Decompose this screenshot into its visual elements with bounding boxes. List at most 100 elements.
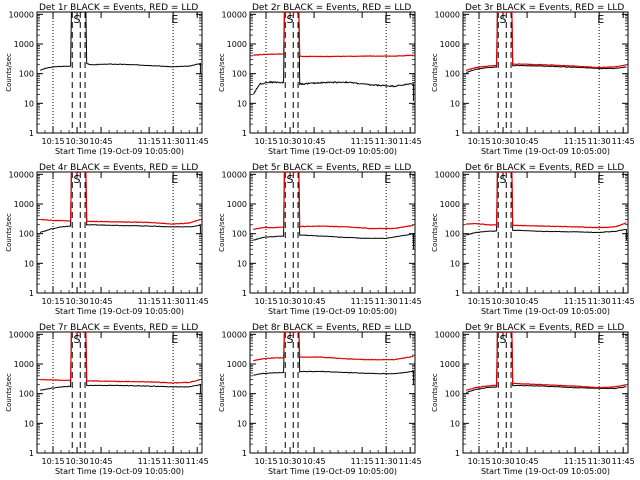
series-events-line — [253, 332, 414, 385]
marker-e: E — [384, 13, 391, 26]
y-tick-label: 1 — [29, 289, 34, 298]
y-tick-label: 1000 — [440, 40, 460, 49]
detector-panel-1: Det 1r BLACK = Events, RED = LLD 1 10 100 10… — [5, 3, 209, 156]
x-tick-label: 10:15 — [254, 457, 277, 466]
y-tick-label: 1 — [242, 449, 247, 458]
marker-e: E — [597, 173, 604, 186]
y-tick-label: 10000 — [9, 330, 34, 339]
marker-s: S — [74, 173, 81, 186]
y-tick-label: 1000 — [14, 360, 34, 369]
panel-title: Det 2r BLACK = Events, RED = LLD — [252, 3, 411, 13]
marker-s: S — [287, 173, 294, 186]
panel-frame — [462, 11, 629, 134]
x-tick-label: 11:45 — [399, 297, 422, 306]
marker-e: E — [171, 13, 178, 26]
y-axis-label: Counts/sec — [218, 53, 226, 92]
x-tick-label: 11:15 — [564, 137, 587, 146]
y-axis-label: Counts/sec — [431, 53, 439, 92]
plot-area — [465, 332, 627, 394]
x-tick-label: 11:30 — [162, 137, 185, 146]
x-tick-label: 10:30 — [279, 457, 302, 466]
series-events-line — [465, 332, 627, 394]
y-tick-label: 100 — [445, 70, 460, 79]
x-axis-label: Start Time (19-Oct-09 10:05:00) — [481, 467, 610, 476]
x-tick-label: 10:45 — [90, 137, 113, 146]
y-tick-label: 1 — [242, 129, 247, 138]
x-tick-label: 11:15 — [564, 457, 587, 466]
x-tick-label: 10:45 — [90, 457, 113, 466]
x-tick-label: 11:45 — [186, 457, 209, 466]
y-tick-label: 100 — [19, 390, 34, 399]
panel-frame — [36, 11, 203, 134]
x-tick-label: 11:15 — [351, 457, 374, 466]
series-lld-line — [253, 12, 414, 58]
x-tick-label: 11:15 — [138, 297, 161, 306]
x-tick-label: 10:30 — [66, 137, 89, 146]
marker-e: E — [597, 13, 604, 26]
x-tick-label: 11:45 — [399, 457, 422, 466]
y-tick-label: 10 — [24, 259, 34, 268]
x-tick-label: 11:45 — [186, 297, 209, 306]
marker-s: S — [500, 173, 507, 186]
marker-s: S — [287, 13, 294, 26]
x-tick-label: 10:15 — [254, 297, 277, 306]
x-tick-label: 10:15 — [467, 297, 490, 306]
x-tick-label: 11:30 — [588, 457, 611, 466]
y-tick-label: 10 — [24, 99, 34, 108]
y-tick-label: 100 — [232, 390, 247, 399]
x-tick-label: 10:30 — [492, 457, 515, 466]
x-tick-label: 10:15 — [254, 137, 277, 146]
detector-panel-3: Det 3r BLACK = Events, RED = LLD 1 10 100 10… — [431, 3, 635, 156]
y-tick-label: 1000 — [14, 200, 34, 209]
x-tick-label: 10:45 — [516, 297, 539, 306]
y-tick-label: 1000 — [227, 360, 247, 369]
plot-area — [465, 12, 627, 73]
series-lld-line — [466, 172, 627, 229]
y-tick-label: 10000 — [435, 330, 460, 339]
x-tick-label: 10:15 — [41, 297, 64, 306]
x-axis-label: Start Time (19-Oct-09 10:05:00) — [55, 307, 184, 316]
y-tick-label: 10 — [237, 419, 247, 428]
marker-e: E — [384, 173, 391, 186]
y-tick-label: 1000 — [440, 360, 460, 369]
series-events-line — [39, 172, 201, 234]
y-axis-label: Counts/sec — [218, 213, 226, 252]
series-lld-line — [40, 172, 201, 225]
detector-panel-2: Det 2r BLACK = Events, RED = LLD 1 10 100 10… — [218, 3, 422, 156]
x-axis-label: Start Time (19-Oct-09 10:05:00) — [481, 147, 610, 156]
y-tick-label: 100 — [232, 230, 247, 239]
y-tick-label: 10 — [450, 99, 460, 108]
x-tick-label: 11:30 — [588, 137, 611, 146]
panel-frame — [462, 171, 629, 294]
y-tick-label: 10000 — [435, 170, 460, 179]
y-axis-label: Counts/sec — [218, 373, 226, 412]
panel-frame — [36, 171, 203, 294]
panel-title: Det 8r BLACK = Events, RED = LLD — [252, 323, 411, 333]
y-tick-label: 1 — [455, 129, 460, 138]
x-axis-label: Start Time (19-Oct-09 10:05:00) — [268, 307, 397, 316]
detector-panel-8: Det 8r BLACK = Events, RED = LLD 1 10 100 10… — [218, 323, 422, 476]
x-axis-label: Start Time (19-Oct-09 10:05:00) — [481, 307, 610, 316]
x-tick-label: 10:45 — [516, 457, 539, 466]
x-tick-label: 11:15 — [138, 137, 161, 146]
marker-s: S — [500, 13, 507, 26]
series-lld-line — [465, 12, 627, 71]
series-events-line — [252, 12, 414, 101]
x-tick-label: 11:15 — [351, 137, 374, 146]
x-tick-label: 11:15 — [564, 297, 587, 306]
y-tick-label: 1 — [455, 289, 460, 298]
series-lld-line — [466, 332, 627, 391]
y-tick-label: 100 — [445, 230, 460, 239]
x-tick-label: 11:30 — [375, 137, 398, 146]
detector-panel-9: Det 9r BLACK = Events, RED = LLD 1 10 100 10… — [431, 323, 635, 476]
x-tick-label: 10:45 — [516, 137, 539, 146]
panel-frame — [249, 11, 416, 134]
panel-title: Det 9r BLACK = Events, RED = LLD — [465, 323, 624, 333]
x-tick-label: 11:45 — [186, 137, 209, 146]
x-tick-label: 10:30 — [66, 457, 89, 466]
y-tick-label: 1 — [455, 449, 460, 458]
x-tick-label: 10:30 — [279, 297, 302, 306]
y-tick-label: 10 — [237, 259, 247, 268]
y-tick-label: 10000 — [9, 10, 34, 19]
